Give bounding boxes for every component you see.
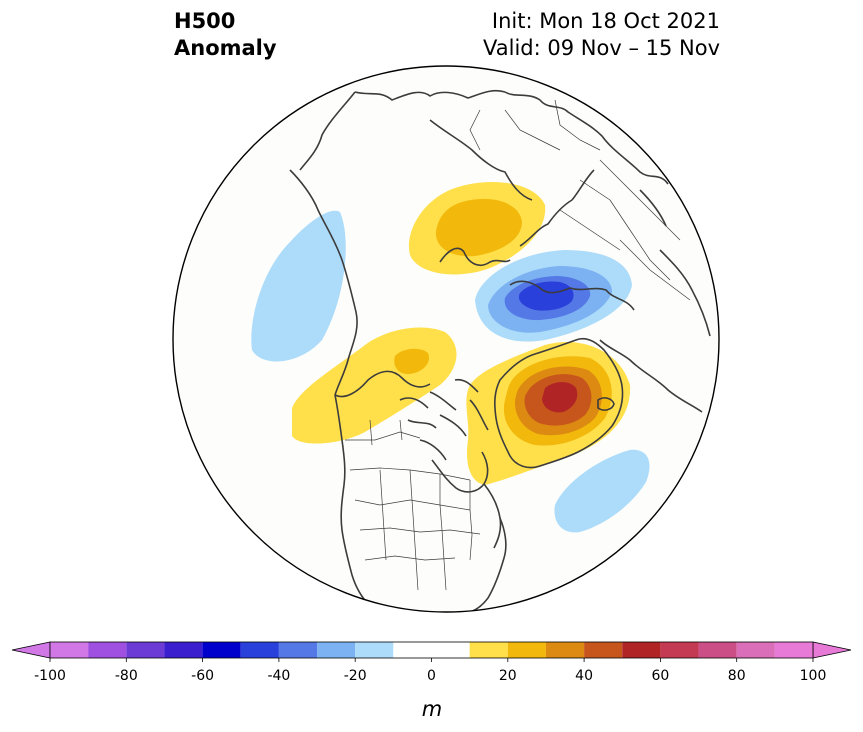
colorbar-tick-label: 40 [575,668,593,684]
colorbar-bin-17 [736,642,775,658]
colorbar-bin-16 [698,642,737,658]
colorbar-bin-2 [126,642,165,658]
colorbar-tick-label: 20 [499,668,517,684]
anomaly-siberia-negative-core [518,281,574,311]
colorbar-bin-14 [622,642,661,658]
colorbar-bin-12 [545,642,585,658]
colorbar-tick-label: 0 [427,668,436,684]
title-field-type: Anomaly [174,36,277,60]
colorbar-tick-label: -80 [115,668,138,684]
coastline-europe [639,189,711,337]
coastlines [289,89,711,612]
coastline-siberia [509,280,703,413]
colorbar-bin-1 [88,642,127,658]
colorbar: -100 -80 -60 -40 -20 0 20 40 60 80 100 m [11,641,852,721]
title-valid-range: Valid: 09 Nov – 15 Nov [483,36,720,60]
polar-map [172,65,720,613]
anomaly-atlantic-negative [554,449,650,533]
colorbar-over-triangle [812,641,852,659]
border-lines-north-america [345,419,481,591]
coastline-alaska [289,169,431,398]
anomaly-alaska-positive-core [394,348,430,375]
title-init-date: Init: Mon 18 Oct 2021 [491,9,720,33]
colorbar-bin-13 [584,642,623,658]
colorbar-tick-label: 100 [800,668,827,684]
anomaly-pacific-negative [251,210,346,362]
colorbar-bin-10 [469,642,508,658]
coastline-scandinavia [439,169,595,267]
colorbar-tick-label: -20 [344,668,367,684]
title-variable: H500 [174,9,236,33]
coastline-na-west [334,394,371,607]
coastline-greenland [494,337,624,469]
colorbar-under-triangle [11,641,51,659]
political-borders [345,99,691,591]
colorbar-tick-label: -40 [267,668,290,684]
colorbar-bin-6 [278,642,318,658]
coastline-eurasia [299,89,669,201]
colorbar-bin-9 [393,642,470,658]
anomaly-scandinavia-positive-core [435,198,522,257]
colorbar-tick-label: 60 [651,668,669,684]
anomaly-greenland-positive-core [542,382,578,413]
colorbar-tick-label: -100 [34,668,66,684]
colorbar-bin-4 [202,642,241,658]
colorbar-tick-label: 80 [728,668,746,684]
colorbar-bin-3 [164,642,203,658]
border-lines-eurasia [469,99,691,301]
coastline-iceland [597,397,615,411]
coastline-na-east [469,517,507,612]
map-title-left: H500 Anomaly [174,8,277,62]
colorbar-bin-18 [774,642,813,658]
colorbar-tick-label: -60 [191,668,214,684]
colorbar-bin-5 [240,642,279,658]
coastline-arctic-archipelago [399,378,489,461]
colorbar-bin-8 [355,642,394,658]
colorbar-bin-7 [317,642,356,658]
colorbar-unit-label: m [422,697,442,721]
globe-outline [172,65,720,613]
map-title-right: Init: Mon 18 Oct 2021 Valid: 09 Nov – 15… [483,8,720,62]
colorbar-bin-11 [507,642,546,658]
colorbar-bin-0 [50,642,89,658]
colorbar-bin-15 [660,642,699,658]
